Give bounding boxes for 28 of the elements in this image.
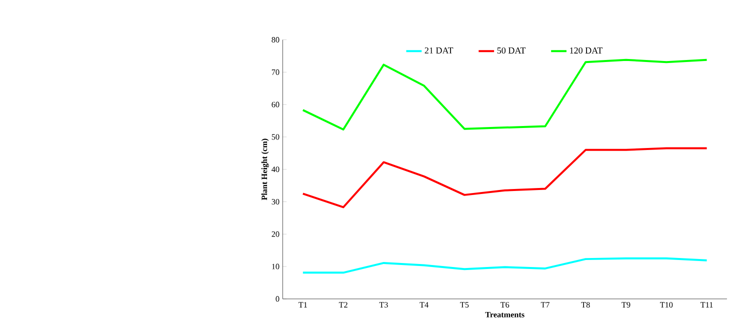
y-tick-label: 30 [272, 198, 280, 204]
line-series [302, 257, 708, 274]
y-tick-label: 80 [272, 36, 280, 42]
y-tick-label: 60 [272, 102, 280, 108]
legend-label: 120 DAT [570, 47, 603, 54]
y-tick-label: 20 [272, 231, 280, 237]
line-series [302, 58, 708, 130]
x-tick-label: T7 [540, 302, 550, 308]
y-tick-label: 40 [272, 166, 280, 172]
x-tick-label: T10 [660, 302, 673, 308]
x-tick-label: T1 [298, 302, 307, 308]
legend-label: 50 DAT [497, 47, 526, 54]
x-tick-label: T2 [338, 302, 348, 308]
y-tick-label: 10 [272, 264, 280, 270]
y-tick-label: 0 [276, 296, 280, 302]
x-tick-label: T8 [581, 302, 590, 308]
x-tick-label: T3 [379, 302, 388, 308]
y-axis-title: Plant Height (cm) [261, 138, 269, 200]
legend-label: 21 DAT [424, 47, 454, 54]
line-series [302, 147, 708, 208]
y-tick-label: 50 [272, 134, 280, 140]
x-tick-label: T11 [700, 302, 713, 308]
x-axis-title: Treatments [485, 312, 524, 318]
x-tick-label: T9 [622, 302, 630, 308]
y-tick-label: 70 [272, 69, 280, 75]
x-tick-label: T5 [460, 302, 469, 308]
x-tick-label: T6 [500, 302, 510, 308]
x-tick-label: T4 [420, 302, 428, 308]
